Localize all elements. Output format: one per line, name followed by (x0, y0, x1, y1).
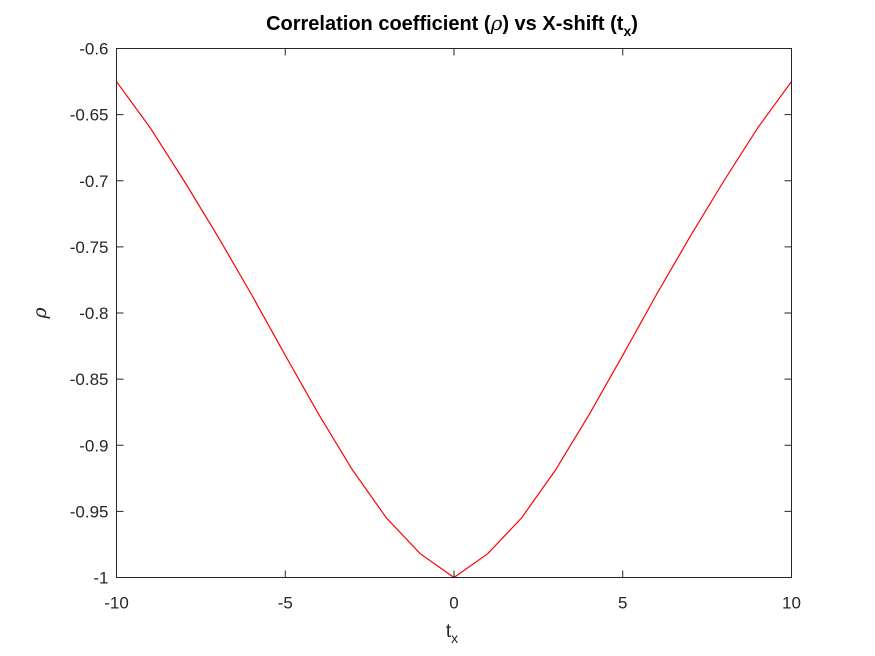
y-axis-label: ρ (29, 307, 51, 320)
x-tick-label: 0 (449, 594, 458, 613)
x-axis-label-main: t (446, 621, 452, 642)
y-tick-label: -0.8 (79, 304, 108, 323)
y-tick-label: -1 (93, 569, 108, 588)
x-tick-label: 10 (782, 594, 801, 613)
x-tick-label: -5 (278, 594, 293, 613)
y-tick-label: -0.65 (70, 106, 109, 125)
chart-title-prefix: Correlation coefficient ( (266, 13, 491, 35)
chart-title-middle: ) vs X-shift (t (502, 13, 623, 35)
y-tick-label: -0.7 (79, 172, 108, 191)
chart-title-subscript: x (623, 23, 631, 39)
y-tick-label: -0.9 (79, 436, 108, 455)
chart-title: Correlation coefficient (ρ) vs X-shift (… (266, 11, 638, 39)
axes-frame (116, 48, 792, 578)
chart-title-suffix: ) (631, 13, 638, 35)
x-axis-ticks: -10 -5 0 5 10 (104, 48, 801, 613)
x-tick-label: 5 (618, 594, 627, 613)
plot-area (116, 81, 792, 579)
x-tick-label: -10 (104, 594, 129, 613)
x-axis-label-subscript: x (451, 630, 458, 646)
y-tick-label: -0.75 (70, 238, 109, 257)
y-tick-label: -0.85 (70, 370, 109, 389)
x-axis-label: tx (446, 621, 458, 646)
chart-title-symbol: ρ (490, 11, 503, 35)
y-axis-ticks: -1 -0.95 -0.9 -0.85 -0.8 -0.75 -0.7 -0.65 -0.6 (70, 40, 792, 588)
series-line (116, 81, 792, 579)
y-tick-label: -0.6 (79, 40, 108, 59)
y-tick-label: -0.95 (70, 502, 109, 521)
